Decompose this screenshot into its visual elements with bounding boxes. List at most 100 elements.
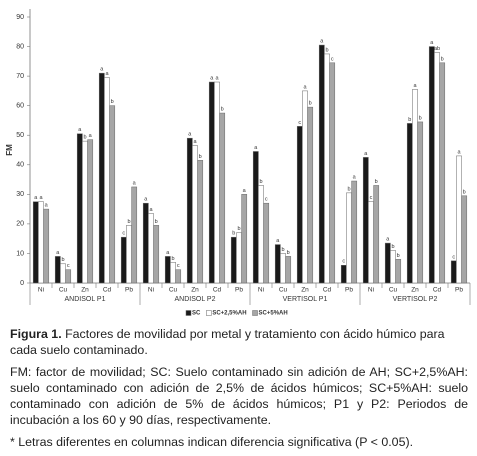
bar — [373, 185, 380, 284]
x-tick-label: Ni — [368, 287, 374, 294]
bar — [60, 263, 66, 284]
letter-label: c — [265, 197, 268, 203]
y-tick-label: 0 — [20, 280, 24, 287]
letter-label: a — [166, 250, 170, 256]
x-tick-label: Cd — [103, 287, 112, 294]
letter-label: b — [155, 219, 158, 225]
bar — [126, 225, 132, 284]
letter-label: b — [419, 115, 422, 121]
bar — [428, 46, 435, 284]
bar — [324, 53, 330, 284]
letter-label: a — [89, 133, 93, 139]
letter-label: b — [408, 117, 411, 123]
letter-label: b — [397, 253, 400, 259]
bar — [351, 180, 358, 284]
bar — [32, 201, 39, 284]
letter-label: a — [100, 67, 104, 73]
letter-label: a — [133, 180, 137, 186]
letter-label: a — [320, 39, 324, 45]
x-tick-label: Zn — [411, 287, 419, 294]
bar — [219, 112, 226, 284]
group-label: ANDISOL P2 — [175, 296, 216, 303]
bar — [98, 72, 105, 284]
bar — [434, 52, 440, 284]
x-tick-label: Cd — [433, 287, 442, 294]
letter-label: b — [391, 244, 394, 250]
y-tick-label: 50 — [16, 132, 24, 139]
bar — [417, 121, 424, 284]
bar — [384, 242, 391, 284]
letter-label: a — [34, 195, 38, 201]
letter-label: a — [144, 197, 148, 203]
bar — [390, 250, 396, 284]
y-tick-label: 90 — [16, 14, 24, 21]
figure-label: Figura 1. — [10, 327, 62, 341]
caption: Figura 1. Factores de movilidad por meta… — [10, 326, 468, 456]
y-tick-label: 40 — [16, 162, 24, 169]
letter-label: a — [45, 203, 49, 209]
bar — [439, 62, 446, 284]
letter-label: a — [243, 188, 247, 194]
x-tick-label: Pb — [345, 287, 353, 294]
letter-label: a — [386, 237, 390, 243]
bar — [186, 137, 193, 284]
letter-label: b — [287, 250, 290, 256]
letter-label: c — [342, 259, 345, 265]
bar — [252, 151, 259, 284]
legend-label: SC+2,5%AH — [212, 311, 246, 317]
letter-label: a — [413, 83, 417, 89]
bar — [296, 126, 303, 284]
bar — [170, 262, 176, 284]
bar — [368, 201, 374, 284]
group-label: VERTISOL P2 — [393, 296, 438, 303]
letter-label: a — [276, 238, 280, 244]
bar — [329, 62, 336, 284]
bar — [82, 140, 88, 284]
x-tick-label: Zn — [301, 287, 309, 294]
letter-label: a — [193, 139, 197, 145]
letter-label: b — [199, 154, 202, 160]
group-label: ANDISOL P1 — [65, 296, 106, 303]
bar — [164, 256, 171, 284]
letter-label: b — [347, 186, 350, 192]
letter-label: ab — [434, 46, 440, 52]
bar — [263, 202, 270, 284]
legend-swatch — [185, 310, 192, 316]
bar — [258, 185, 264, 284]
bar — [214, 81, 220, 284]
bar — [236, 232, 242, 284]
letter-label: c — [298, 120, 301, 126]
bar — [87, 139, 94, 284]
bar — [76, 133, 83, 284]
bar — [406, 123, 413, 284]
x-tick-label: Ni — [38, 287, 44, 294]
bar — [302, 90, 308, 284]
letter-label: b — [232, 231, 235, 237]
letter-label: b — [463, 189, 466, 195]
legend-swatch — [252, 310, 258, 316]
letter-label: b — [111, 99, 114, 105]
bar — [456, 155, 462, 284]
bar — [104, 77, 110, 284]
x-tick-label: Cd — [323, 287, 332, 294]
letter-label: b — [237, 226, 240, 232]
letter-label: b — [127, 219, 130, 225]
y-tick-label: 30 — [16, 191, 24, 198]
legend-label: SC — [192, 311, 201, 317]
letter-label: a — [210, 75, 214, 81]
bar — [208, 81, 215, 284]
bar — [340, 265, 347, 284]
bar — [142, 202, 149, 284]
legend-label: SC+5%AH — [259, 311, 288, 317]
letter-label: c — [370, 195, 373, 201]
bar — [65, 269, 72, 284]
letter-label: b — [325, 47, 328, 53]
letter-label: a — [254, 145, 258, 151]
x-tick-label: Ni — [148, 287, 154, 294]
letter-label: a — [56, 250, 60, 256]
bar — [307, 106, 314, 284]
y-tick-label: 80 — [16, 43, 24, 50]
letter-label: b — [259, 179, 262, 185]
letter-label: a — [39, 195, 43, 201]
bar — [175, 269, 182, 284]
